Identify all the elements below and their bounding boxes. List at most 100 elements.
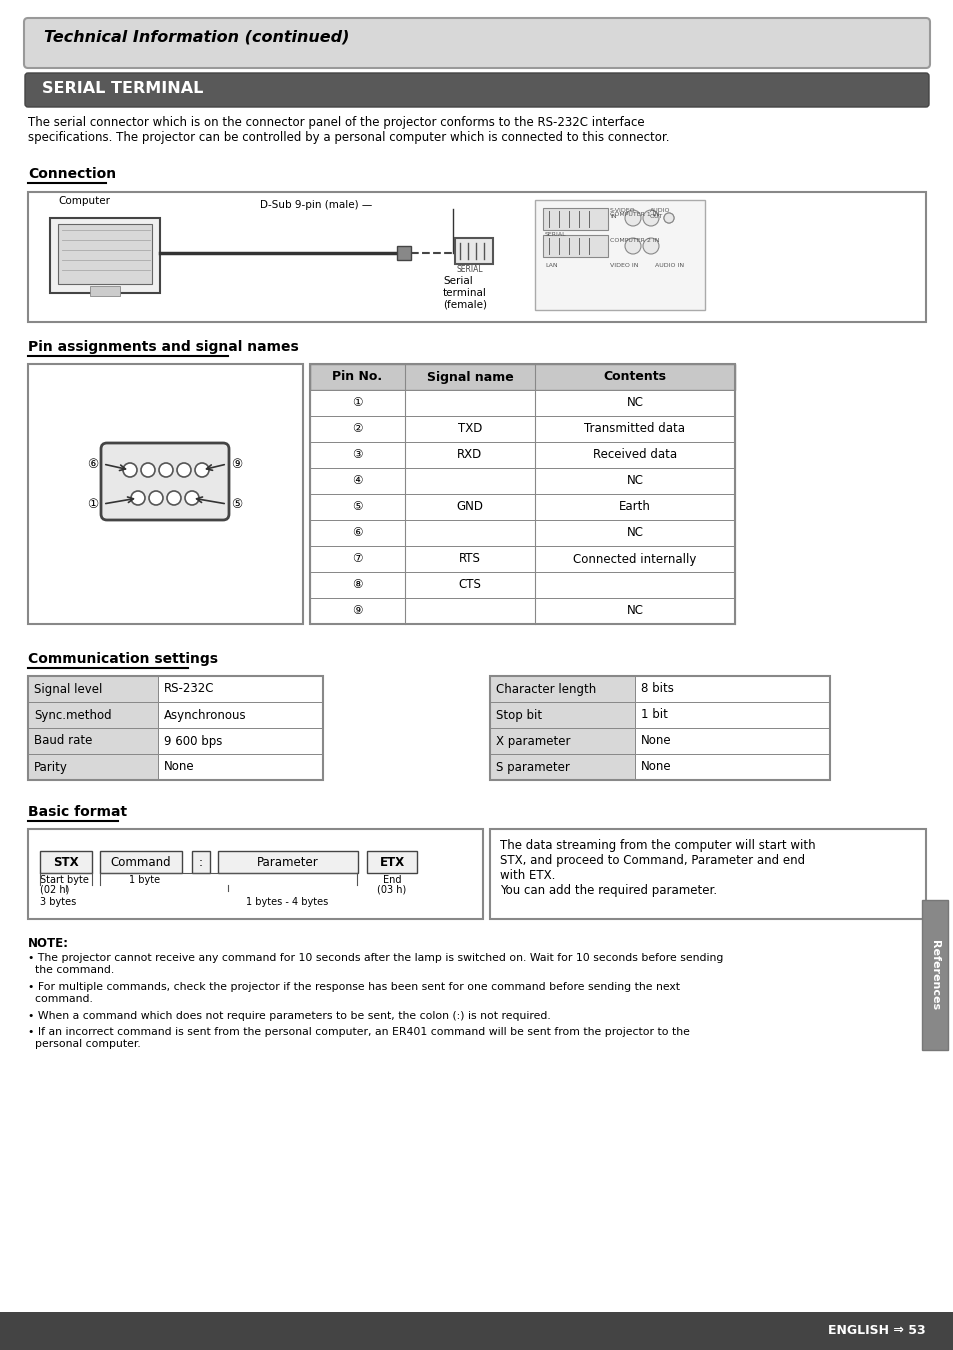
Text: LAN: LAN [544,263,558,269]
Text: COMPUTER 1 IN: COMPUTER 1 IN [609,212,659,217]
Text: ⑧: ⑧ [352,579,362,591]
Text: STX: STX [53,856,79,868]
Text: ⑨: ⑨ [352,605,362,617]
Bar [635,702,829,728]
Circle shape [642,211,659,225]
Bar [158,728,323,755]
Bar [490,702,635,728]
Text: The serial connector which is on the connector panel of the projector conforms t: The serial connector which is on the con… [28,116,669,144]
Bar [542,208,607,230]
Bar [50,217,160,293]
Text: Parameter: Parameter [257,856,318,868]
Circle shape [149,491,163,505]
Text: NC: NC [626,474,643,487]
Bar [310,416,734,441]
Text: Communication settings: Communication settings [28,652,218,666]
Text: ④: ④ [352,474,362,487]
Bar [490,728,635,755]
Text: CTS: CTS [458,579,481,591]
Text: Connection: Connection [28,167,116,181]
Text: None: None [640,760,671,774]
Circle shape [141,463,154,477]
Text: NC: NC [626,605,643,617]
Text: Computer: Computer [58,196,110,207]
Text: VIDEO IN: VIDEO IN [609,263,638,269]
Bar [310,364,734,624]
Text: Basic format: Basic format [28,805,127,819]
Text: RXD: RXD [456,448,482,462]
Bar [158,755,323,780]
Text: Sync.method: Sync.method [34,709,112,721]
Circle shape [624,211,640,225]
Text: RTS: RTS [458,552,480,566]
Text: Earth: Earth [618,501,650,513]
Text: D-Sub 9-pin (male) —: D-Sub 9-pin (male) — [260,200,372,211]
Text: End: End [382,875,401,886]
Text: 1 bytes - 4 bytes: 1 bytes - 4 bytes [246,896,328,907]
Text: Signal name: Signal name [426,370,513,383]
Text: GND: GND [456,501,483,513]
Text: COMPUTER 2 IN: COMPUTER 2 IN [609,238,659,243]
Text: Pin assignments and signal names: Pin assignments and signal names [28,340,298,354]
Text: Command: Command [111,856,172,868]
Bar [28,364,303,624]
Text: Asynchronous: Asynchronous [164,709,247,721]
FancyBboxPatch shape [24,18,929,68]
Text: Transmitted data: Transmitted data [584,423,685,436]
Text: ⑨: ⑨ [232,458,242,471]
Bar [218,850,357,873]
Bar [635,728,829,755]
Bar [310,441,734,468]
Bar [367,850,416,873]
Bar [310,572,734,598]
Bar [158,702,323,728]
Circle shape [167,491,181,505]
Text: Pin No.: Pin No. [332,370,381,383]
Text: None: None [164,760,194,774]
Circle shape [624,238,640,254]
Text: SERIAL: SERIAL [456,265,483,274]
Bar [28,702,158,728]
Bar [28,192,925,323]
Text: AUDIO IN: AUDIO IN [655,263,683,269]
Text: 8 bits: 8 bits [640,683,673,695]
Text: ③: ③ [352,448,362,462]
Text: Technical Information (continued): Technical Information (continued) [44,30,349,45]
Text: ①: ① [88,498,98,510]
Bar [455,238,493,265]
Text: ⑦: ⑦ [352,552,362,566]
Text: Received data: Received data [593,448,677,462]
Bar [310,468,734,494]
Circle shape [663,213,673,223]
Circle shape [185,491,199,505]
Text: ①: ① [352,397,362,409]
Bar [921,900,947,1050]
Bar [28,829,482,919]
Circle shape [177,463,191,477]
Text: NC: NC [626,397,643,409]
Text: ⑥: ⑥ [88,458,98,471]
Bar [635,676,829,702]
Circle shape [663,213,673,223]
Bar [310,520,734,545]
Text: ⑥: ⑥ [352,526,362,540]
Bar [310,494,734,520]
Text: • The projector cannot receive any command for 10 seconds after the lamp is swit: • The projector cannot receive any comma… [28,953,722,975]
Text: AUDIO
OUT: AUDIO OUT [649,208,670,219]
Text: 1 bit: 1 bit [640,709,667,721]
Text: S parameter: S parameter [496,760,569,774]
Bar [396,246,411,261]
Bar [58,224,152,284]
Bar [100,850,182,873]
Text: ENGLISH ⇒ 53: ENGLISH ⇒ 53 [827,1324,925,1336]
Bar [192,850,210,873]
Text: Baud rate: Baud rate [34,734,92,748]
Circle shape [159,463,172,477]
Text: (03 h): (03 h) [377,886,406,895]
Bar [490,676,635,702]
Text: 3 bytes: 3 bytes [40,896,76,907]
Bar [0,1312,953,1350]
Bar [490,829,925,919]
Circle shape [642,238,659,254]
Text: Start byte: Start byte [40,875,89,886]
